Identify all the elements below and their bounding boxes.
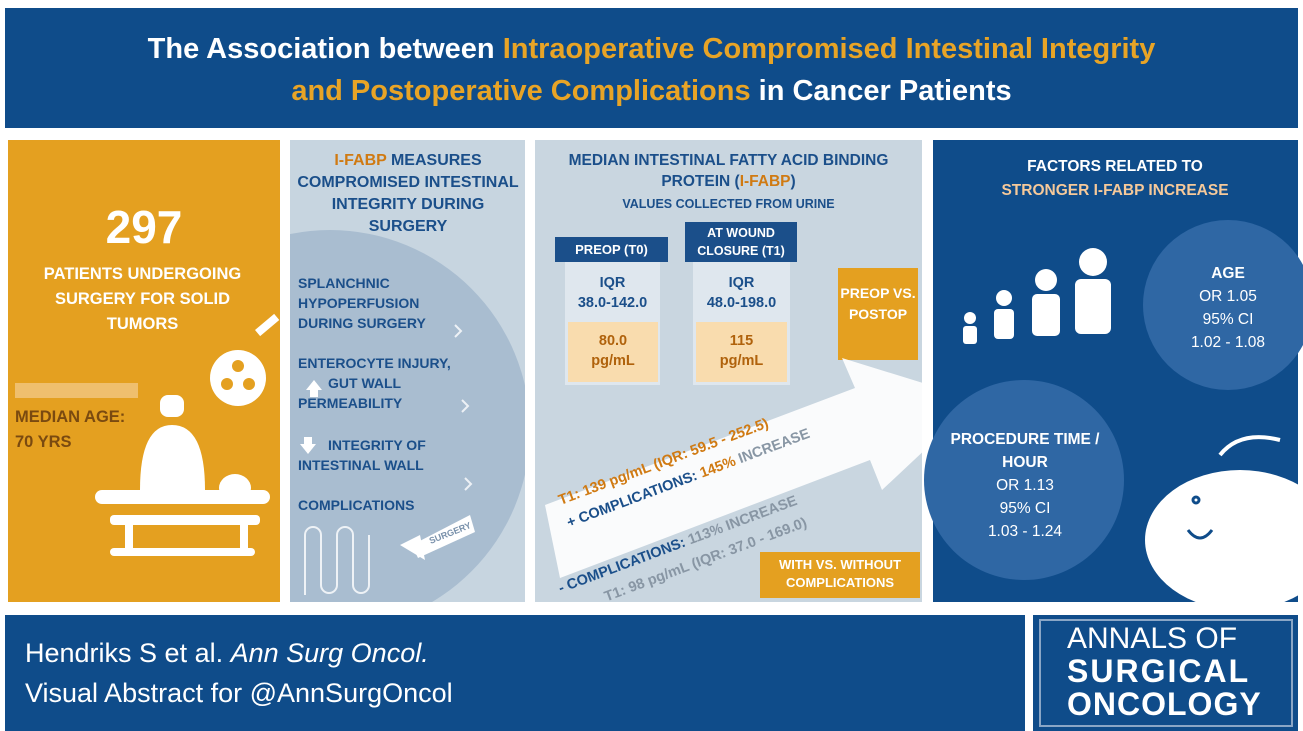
- logo-line: ONCOLOGY: [1067, 688, 1262, 721]
- title-text: in Cancer Patients: [751, 75, 1012, 107]
- mechanism-step: COMPLICATIONS: [298, 497, 414, 513]
- median-value: 80.0: [568, 331, 658, 351]
- iqr-label: IQR: [693, 273, 790, 293]
- factor-name: AGE: [1150, 262, 1303, 285]
- citation: Hendriks S et al. Ann Surg Oncol. Visual …: [25, 633, 453, 713]
- ci-label: 95% CI: [950, 497, 1100, 520]
- heading-text: MEASURES COMPROMISED INTESTINAL INTEGRIT…: [297, 152, 518, 235]
- visual-abstract: The Association between Intraoperative C…: [0, 0, 1303, 731]
- column-label: PREOP (T0): [555, 242, 668, 257]
- measurement-heading: MEDIAN INTESTINAL FATTY ACID BINDING PRO…: [555, 150, 902, 192]
- odds-ratio: OR 1.05: [1150, 285, 1303, 308]
- patient-count: 297: [8, 200, 280, 254]
- journal: Ann Surg Oncol.: [231, 638, 429, 668]
- title-text: The Association between: [148, 33, 503, 65]
- iqr-value: 48.0-198.0: [693, 293, 790, 313]
- unit: pg/mL: [568, 351, 658, 371]
- authors: Hendriks S et al.: [25, 638, 231, 668]
- logo-line: ANNALS OF: [1067, 622, 1262, 655]
- title-highlight: Intraoperative Compromised Intestinal In…: [503, 33, 1156, 65]
- odds-ratio: OR 1.13: [950, 474, 1100, 497]
- ci: 1.03 - 1.24: [950, 520, 1100, 543]
- title: The Association between Intraoperative C…: [20, 28, 1283, 112]
- factor-name: PROCEDURE TIME / HOUR: [950, 428, 1100, 474]
- ci-label: 95% CI: [1150, 308, 1303, 331]
- measurement-subheading: VALUES COLLECTED FROM URINE: [555, 197, 902, 211]
- step-text: ENTEROCYTE INJURY,: [298, 353, 451, 373]
- median-value: 115: [696, 331, 787, 351]
- logo-line: SURGICAL: [1067, 655, 1262, 688]
- footer-subtitle: Visual Abstract for @AnnSurgOncol: [25, 673, 453, 713]
- iqr-label: IQR: [565, 273, 660, 293]
- ci: 1.02 - 1.08: [1150, 331, 1303, 354]
- comparison-box: WITH VS. WITHOUT COMPLICATIONS: [762, 556, 918, 592]
- highlight: STRONGER I-FABP INCREASE: [940, 179, 1290, 203]
- comparison-box: PREOP VS. POSTOP: [840, 283, 916, 325]
- unit: pg/mL: [696, 351, 787, 371]
- step-text: PERMEABILITY: [298, 393, 451, 413]
- step-text: SPLANCHNIC HYPOPERFUSION: [298, 273, 448, 313]
- heading-text: MEDIAN INTESTINAL FATTY ACID BINDING PRO…: [569, 152, 889, 190]
- step-text: INTESTINAL WALL: [298, 455, 426, 475]
- highlight: I-FABP: [334, 152, 386, 169]
- step-text: DURING SURGERY: [298, 313, 448, 333]
- heading-text: FACTORS RELATED TO: [940, 155, 1290, 179]
- step-text: GUT WALL: [298, 373, 451, 393]
- median-age-label: MEDIAN AGE:: [15, 405, 125, 430]
- step-text: INTEGRITY OF: [298, 435, 426, 455]
- mechanism-heading: I-FABP MEASURES COMPROMISED INTESTINAL I…: [293, 150, 523, 238]
- column-label: AT WOUND CLOSURE (T1): [690, 224, 792, 260]
- population-description: PATIENTS UNDERGOING SURGERY FOR SOLID TU…: [40, 262, 245, 337]
- median-age: MEDIAN AGE:70 YRS: [15, 405, 125, 455]
- median-age-value: 70 YRS: [15, 430, 125, 455]
- heading-text: ): [791, 173, 796, 190]
- highlight: I-FABP: [740, 173, 791, 190]
- iqr-value: 38.0-142.0: [565, 293, 660, 313]
- title-highlight: and Postoperative Complications: [291, 75, 750, 107]
